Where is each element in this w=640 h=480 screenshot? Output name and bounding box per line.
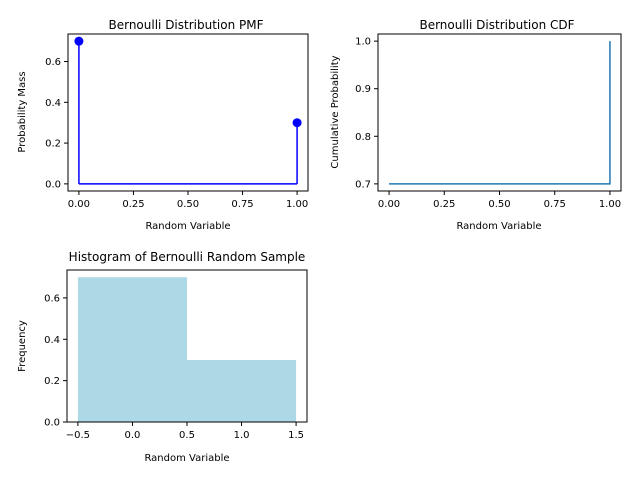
hist-y-label: Frequency	[17, 320, 28, 372]
hist-xtick-label: 0.0	[125, 430, 141, 441]
pmf-plot-area	[74, 36, 302, 185]
hist-xtick-label: 0.5	[179, 430, 195, 441]
pmf-x-ticks: 0.00 0.25 0.50 0.75 1.00	[68, 191, 308, 210]
hist-y-ticks: 0.0 0.2 0.4 0.6	[44, 293, 67, 429]
hist-bar	[77, 277, 187, 422]
pmf-marker	[292, 118, 302, 128]
hist-xtick-label: 1.0	[234, 430, 250, 441]
cdf-ytick-label: 0.8	[355, 132, 371, 143]
hist-xtick-label: −0.5	[66, 430, 90, 441]
pmf-x-label: Random Variable	[145, 221, 230, 232]
hist-x-label: Random Variable	[144, 453, 229, 464]
cdf-axes-frame	[377, 33, 622, 192]
pmf-xtick-label: 0.50	[177, 199, 199, 210]
cdf-subplot: Bernoulli Distribution CDF 0.00 0.25 0.50 0…	[330, 18, 622, 232]
cdf-xtick-label: 0.00	[378, 199, 400, 210]
cdf-xtick-label: 1.00	[599, 199, 621, 210]
hist-subplot: Histogram of Bernoulli Random Sample −0.…	[17, 250, 308, 464]
hist-xtick-label: 1.5	[288, 430, 304, 441]
pmf-ytick-label: 0.2	[45, 139, 61, 150]
pmf-ytick-label: 0.6	[45, 57, 61, 68]
hist-title: Histogram of Bernoulli Random Sample	[69, 250, 306, 264]
cdf-y-ticks: 0.7 0.8 0.9 1.0	[355, 37, 378, 190]
pmf-ytick-label: 0.0	[45, 179, 61, 190]
hist-x-ticks: −0.5 0.0 0.5 1.0 1.5	[66, 422, 304, 441]
pmf-subplot: Bernoulli Distribution PMF 0.00 0.25 0.50 0…	[17, 18, 309, 232]
pmf-marker	[74, 36, 84, 46]
pmf-ytick-label: 0.4	[45, 98, 61, 109]
cdf-xtick-label: 0.75	[544, 199, 566, 210]
hist-ytick-label: 0.2	[44, 376, 60, 387]
cdf-xtick-label: 0.25	[433, 199, 455, 210]
cdf-ytick-label: 0.7	[355, 179, 371, 190]
hist-ytick-label: 0.4	[44, 335, 60, 346]
hist-ytick-label: 0.6	[44, 293, 60, 304]
pmf-y-ticks: 0.0 0.2 0.4 0.6	[45, 57, 68, 190]
hist-plot-area	[77, 277, 297, 422]
pmf-title: Bernoulli Distribution PMF	[108, 18, 263, 32]
cdf-ytick-label: 0.9	[355, 84, 371, 95]
cdf-plot-area	[389, 41, 611, 185]
pmf-xtick-label: 0.75	[231, 199, 253, 210]
pmf-xtick-label: 0.00	[68, 199, 90, 210]
cdf-ytick-label: 1.0	[355, 37, 371, 48]
pmf-xtick-label: 0.25	[122, 199, 144, 210]
cdf-xtick-label: 0.50	[488, 199, 510, 210]
cdf-title: Bernoulli Distribution CDF	[419, 18, 574, 32]
hist-ytick-label: 0.0	[44, 418, 60, 429]
pmf-xtick-label: 1.00	[286, 199, 308, 210]
cdf-y-label: Cumulative Probability	[330, 55, 341, 168]
cdf-step-line	[389, 41, 611, 185]
cdf-x-label: Random Variable	[456, 221, 541, 232]
cdf-x-ticks: 0.00 0.25 0.50 0.75 1.00	[378, 191, 621, 210]
pmf-y-label: Probability Mass	[17, 71, 28, 152]
pmf-axes-frame	[67, 33, 309, 192]
hist-bar	[187, 359, 297, 422]
